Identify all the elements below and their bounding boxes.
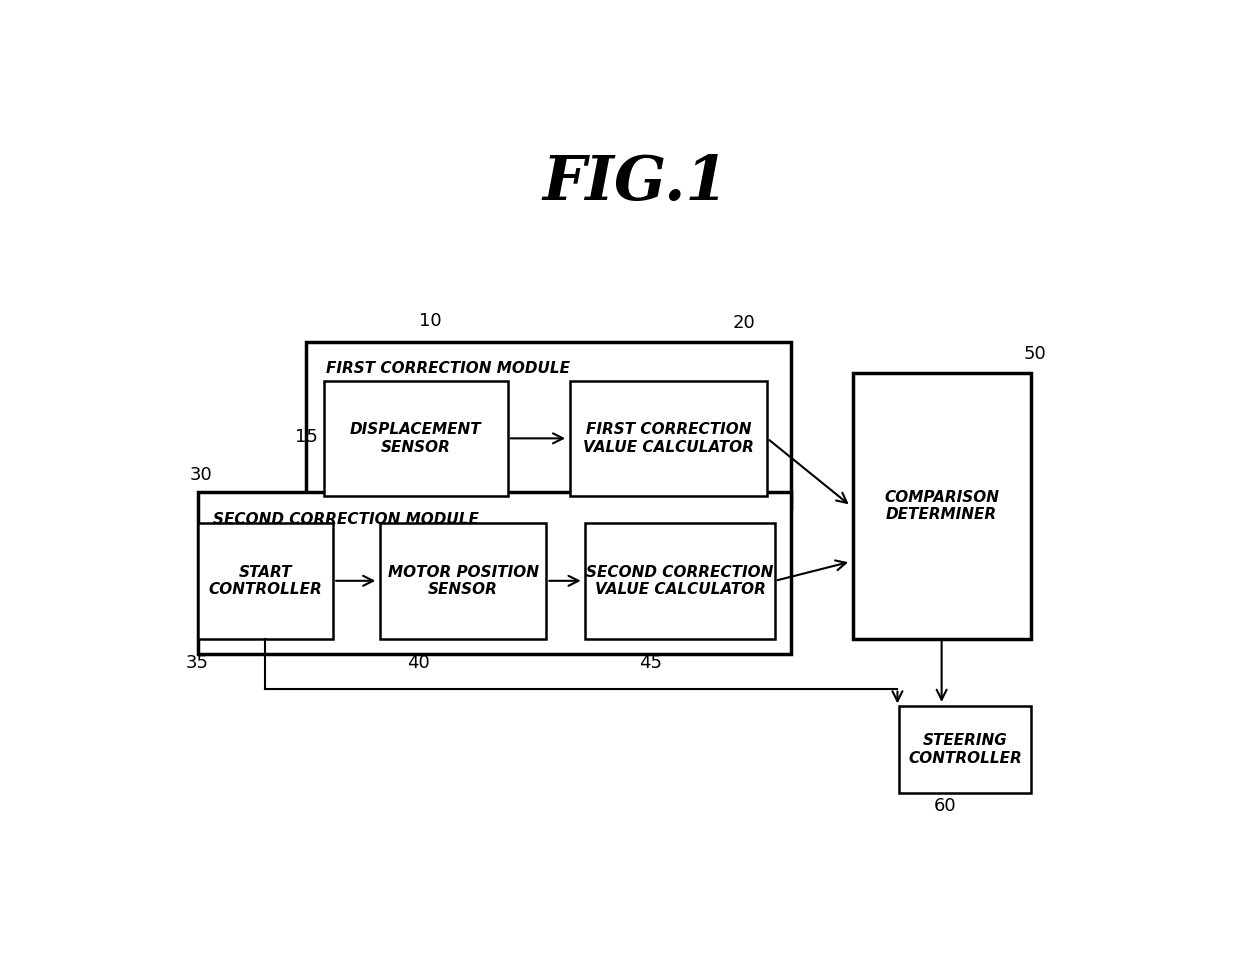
Text: SECOND CORRECTION MODULE: SECOND CORRECTION MODULE (213, 512, 479, 527)
Text: FIG.1: FIG.1 (543, 152, 728, 213)
Text: 10: 10 (419, 312, 441, 331)
Text: 35: 35 (186, 654, 210, 673)
Bar (899, 706, 1030, 792)
Bar (197, 523, 334, 639)
Text: 60: 60 (934, 797, 957, 815)
Text: FIRST CORRECTION
VALUE CALCULATOR: FIRST CORRECTION VALUE CALCULATOR (583, 422, 754, 454)
Bar (324, 380, 507, 496)
Bar (569, 380, 768, 496)
Bar (585, 523, 775, 639)
Bar (306, 342, 791, 508)
Text: START
CONTROLLER: START CONTROLLER (208, 564, 322, 597)
Text: 20: 20 (733, 314, 755, 331)
Text: FIRST CORRECTION MODULE: FIRST CORRECTION MODULE (325, 361, 569, 376)
Bar (197, 492, 791, 654)
Text: 40: 40 (407, 654, 430, 673)
Text: 45: 45 (640, 654, 662, 673)
Text: DISPLACEMENT
SENSOR: DISPLACEMENT SENSOR (350, 422, 481, 454)
Bar (379, 523, 547, 639)
Text: MOTOR POSITION
SENSOR: MOTOR POSITION SENSOR (388, 564, 538, 597)
Text: STEERING
CONTROLLER: STEERING CONTROLLER (908, 733, 1022, 765)
Text: 30: 30 (190, 467, 213, 485)
Text: 15: 15 (295, 428, 319, 445)
Text: SECOND CORRECTION
VALUE CALCULATOR: SECOND CORRECTION VALUE CALCULATOR (587, 564, 774, 597)
Text: 50: 50 (1023, 345, 1047, 363)
Bar (853, 373, 1030, 639)
Text: COMPARISON
DETERMINER: COMPARISON DETERMINER (884, 490, 999, 522)
